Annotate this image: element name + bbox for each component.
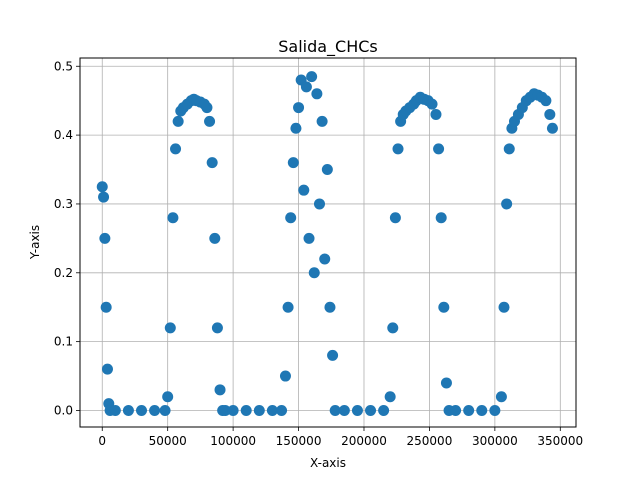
data-point xyxy=(300,81,312,93)
data-point xyxy=(206,157,218,169)
x-tick-label: 150000 xyxy=(276,434,322,448)
data-point xyxy=(384,391,396,403)
data-point xyxy=(201,102,213,114)
data-point xyxy=(96,181,108,193)
data-point xyxy=(440,377,452,389)
data-point xyxy=(338,404,350,416)
data-point xyxy=(211,322,223,334)
data-point xyxy=(426,98,438,110)
y-tick-label: 0.5 xyxy=(54,59,73,73)
data-point xyxy=(327,349,339,361)
data-point xyxy=(503,143,515,155)
data-point xyxy=(293,102,305,114)
x-tick-label: 100000 xyxy=(210,434,256,448)
data-point xyxy=(392,143,404,155)
data-point xyxy=(253,404,265,416)
data-point xyxy=(389,212,401,224)
scatter-points xyxy=(96,71,558,416)
data-point xyxy=(476,404,488,416)
data-point xyxy=(282,301,294,313)
chart-title: Salida_CHCs xyxy=(278,37,378,57)
x-axis-label: X-axis xyxy=(310,456,346,470)
data-point xyxy=(378,404,390,416)
data-point xyxy=(162,391,174,403)
data-point xyxy=(159,404,171,416)
data-point xyxy=(109,404,121,416)
data-point xyxy=(303,232,315,244)
data-point xyxy=(435,212,447,224)
data-point xyxy=(167,212,179,224)
x-tick-label: 350000 xyxy=(537,434,583,448)
data-point xyxy=(329,404,341,416)
data-point xyxy=(498,301,510,313)
data-point xyxy=(170,143,182,155)
data-point xyxy=(227,404,239,416)
data-point xyxy=(287,157,299,169)
data-point xyxy=(122,404,134,416)
x-tick-label: 250000 xyxy=(407,434,453,448)
data-point xyxy=(351,404,363,416)
data-point xyxy=(546,122,558,134)
data-point xyxy=(316,115,328,127)
data-point xyxy=(324,301,336,313)
data-point xyxy=(540,95,552,107)
data-point xyxy=(311,88,323,100)
data-point xyxy=(285,212,297,224)
x-tick-label: 50000 xyxy=(149,434,187,448)
y-tick-label: 0.2 xyxy=(54,266,73,280)
data-point xyxy=(319,253,331,265)
data-point xyxy=(214,384,226,396)
y-tick-label: 0.1 xyxy=(54,335,73,349)
data-point xyxy=(438,301,450,313)
data-point xyxy=(501,198,513,210)
data-point xyxy=(276,404,288,416)
y-ticks: 0.0 0.1 0.2 0.3 0.4 0.5 xyxy=(54,59,80,417)
x-tick-label: 300000 xyxy=(472,434,518,448)
data-point xyxy=(290,122,302,134)
x-tick-label: 0 xyxy=(98,434,106,448)
data-point xyxy=(209,232,221,244)
y-tick-label: 0.4 xyxy=(54,128,73,142)
x-tick-label: 200000 xyxy=(341,434,387,448)
data-point xyxy=(544,108,556,120)
data-point xyxy=(463,404,475,416)
data-point xyxy=(101,363,113,375)
data-point xyxy=(164,322,176,334)
data-point xyxy=(136,404,148,416)
y-tick-label: 0.0 xyxy=(54,403,73,417)
data-point xyxy=(308,267,320,279)
data-point xyxy=(100,301,112,313)
data-point xyxy=(387,322,399,334)
data-point xyxy=(266,404,278,416)
data-point xyxy=(98,191,110,203)
data-point xyxy=(489,404,501,416)
data-point xyxy=(433,143,445,155)
data-point xyxy=(306,71,318,83)
data-point xyxy=(172,115,184,127)
data-point xyxy=(279,370,291,382)
plot-frame xyxy=(79,57,577,428)
y-tick-label: 0.3 xyxy=(54,197,73,211)
grid-lines xyxy=(80,58,576,427)
data-point xyxy=(298,184,310,196)
data-point xyxy=(219,404,231,416)
data-point xyxy=(99,232,111,244)
data-point xyxy=(321,164,333,176)
y-axis-label: Y-axis xyxy=(28,225,42,260)
data-point xyxy=(430,108,442,120)
data-point xyxy=(204,115,216,127)
x-ticks: 0 50000 100000 150000 200000 250000 300000 3500… xyxy=(98,427,583,448)
data-point xyxy=(313,198,325,210)
data-point xyxy=(495,391,507,403)
data-point xyxy=(450,404,462,416)
data-point xyxy=(149,404,161,416)
data-point xyxy=(365,404,377,416)
data-point xyxy=(240,404,252,416)
